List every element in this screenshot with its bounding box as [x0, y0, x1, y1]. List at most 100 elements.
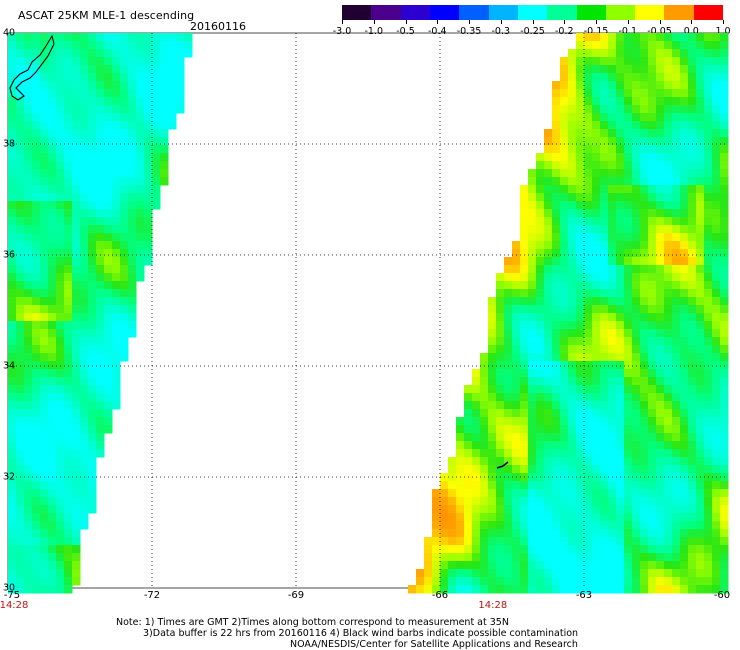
- swath-pixel: [8, 553, 17, 562]
- swath-pixel: [648, 33, 657, 42]
- swath-pixel: [568, 129, 577, 138]
- swath-pixel: [664, 321, 673, 330]
- swath-pixel: [112, 113, 121, 122]
- colorbar-tick-label: -0.25: [520, 26, 545, 37]
- swath-pixel: [608, 433, 617, 442]
- colorbar-swatch: [517, 5, 548, 20]
- swath-pixel: [560, 361, 569, 370]
- swath-pixel: [432, 497, 441, 506]
- swath-pixel: [136, 209, 145, 218]
- swath-pixel: [616, 97, 625, 106]
- swath-pixel: [616, 241, 625, 250]
- swath-pixel: [448, 489, 457, 498]
- swath-pixel: [112, 185, 121, 194]
- swath-pixel: [600, 209, 609, 218]
- swath-pixel: [568, 121, 577, 130]
- swath-pixel: [8, 233, 17, 242]
- swath-pixel: [576, 441, 585, 450]
- swath-pixel: [496, 321, 505, 330]
- swath-pixel: [40, 161, 49, 170]
- swath-pixel: [720, 321, 729, 330]
- swath-pixel: [16, 577, 25, 586]
- colorbar: [342, 5, 724, 20]
- swath-pixel: [40, 377, 49, 386]
- swath-pixel: [608, 153, 617, 162]
- swath-pixel: [496, 401, 505, 410]
- swath-pixel: [680, 305, 689, 314]
- swath-pixel: [96, 113, 105, 122]
- swath-pixel: [56, 521, 65, 530]
- swath-pixel: [560, 529, 569, 538]
- swath-pixel: [648, 145, 657, 154]
- swath-pixel: [472, 489, 481, 498]
- swath-pixel: [88, 345, 97, 354]
- swath-pixel: [568, 513, 577, 522]
- swath-pixel: [104, 417, 113, 426]
- swath-pixel: [696, 273, 705, 282]
- swath-pixel: [680, 345, 689, 354]
- swath-pixel: [88, 97, 97, 106]
- swath-pixel: [680, 89, 689, 98]
- swath-pixel: [632, 121, 641, 130]
- swath-pixel: [696, 529, 705, 538]
- swath-pixel: [512, 401, 521, 410]
- swath-pixel: [456, 497, 465, 506]
- swath-pixel: [80, 153, 89, 162]
- swath-pixel: [80, 305, 89, 314]
- swath-pixel: [632, 497, 641, 506]
- swath-pixel: [144, 209, 153, 218]
- swath-pixel: [528, 585, 537, 594]
- swath-pixel: [536, 521, 545, 530]
- swath-pixel: [624, 209, 633, 218]
- swath-pixel: [688, 65, 697, 74]
- swath-pixel: [592, 409, 601, 418]
- swath-pixel: [560, 377, 569, 386]
- swath-pixel: [696, 561, 705, 570]
- swath-pixel: [672, 537, 681, 546]
- swath-pixel: [696, 65, 705, 74]
- swath-pixel: [40, 33, 49, 42]
- swath-pixel: [672, 113, 681, 122]
- swath-pixel: [536, 353, 545, 362]
- swath-pixel: [584, 41, 593, 50]
- swath-pixel: [704, 513, 713, 522]
- swath-pixel: [472, 401, 481, 410]
- swath-pixel: [696, 73, 705, 82]
- swath-pixel: [568, 273, 577, 282]
- swath-pixel: [544, 513, 553, 522]
- swath-pixel: [432, 489, 441, 498]
- swath-pixel: [528, 505, 537, 514]
- swath-pixel: [656, 289, 665, 298]
- swath-pixel: [616, 129, 625, 138]
- swath-pixel: [552, 289, 561, 298]
- swath-pixel: [632, 97, 641, 106]
- swath-pixel: [592, 345, 601, 354]
- swath-pixel: [656, 121, 665, 130]
- swath-pixel: [8, 161, 17, 170]
- swath-pixel: [144, 97, 153, 106]
- swath-pixel: [664, 537, 673, 546]
- swath-pixel: [688, 505, 697, 514]
- swath-pixel: [24, 497, 33, 506]
- swath-pixel: [624, 545, 633, 554]
- swath-pixel: [712, 137, 721, 146]
- swath-pixel: [56, 513, 65, 522]
- swath-pixel: [632, 289, 641, 298]
- swath-pixel: [592, 281, 601, 290]
- latitude-label: 30: [3, 582, 16, 594]
- swath-pixel: [624, 433, 633, 442]
- swath-pixel: [520, 265, 529, 274]
- colorbar-tick-label: 0.0: [683, 26, 699, 37]
- swath-pixel: [8, 265, 17, 274]
- swath-pixel: [608, 105, 617, 114]
- swath-pixel: [536, 265, 545, 274]
- swath-pixel: [672, 41, 681, 50]
- swath-pixel: [56, 457, 65, 466]
- swath-pixel: [616, 145, 625, 154]
- swath-pixel: [528, 513, 537, 522]
- swath-pixel: [600, 73, 609, 82]
- swath-pixel: [584, 81, 593, 90]
- swath-pixel: [24, 73, 33, 82]
- swath-pixel: [496, 361, 505, 370]
